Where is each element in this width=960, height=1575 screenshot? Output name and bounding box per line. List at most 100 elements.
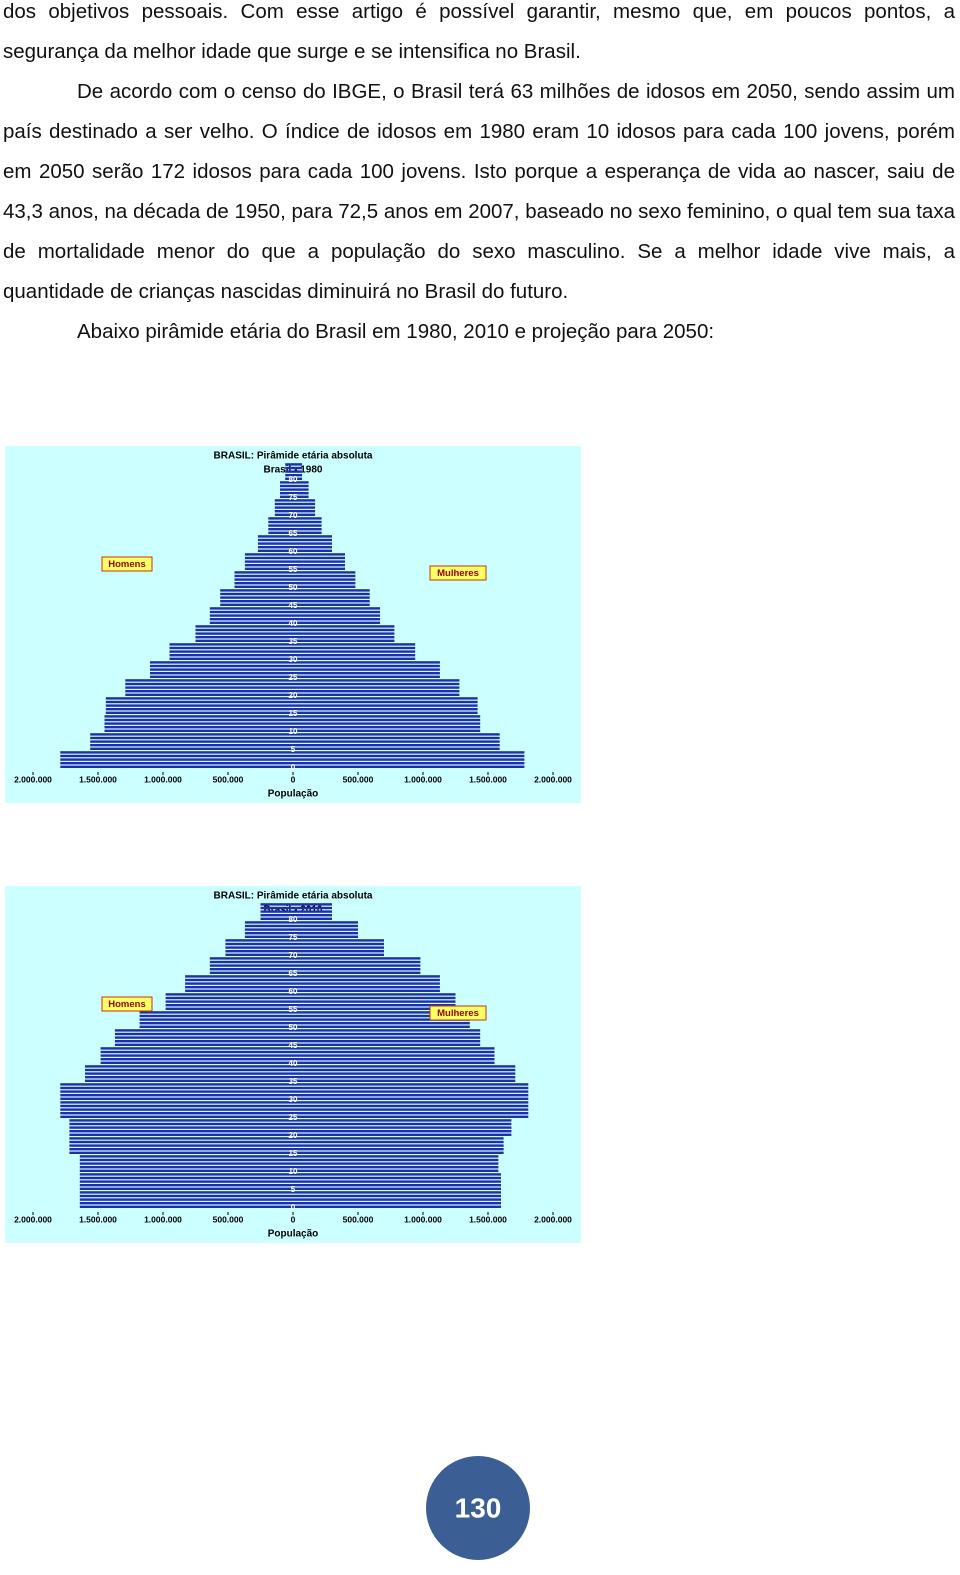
page-number: 130 <box>455 1492 502 1523</box>
bar <box>293 531 322 534</box>
bar <box>60 754 293 758</box>
bar <box>114 1043 294 1046</box>
bar <box>293 492 309 495</box>
bar <box>85 1065 293 1068</box>
bar <box>209 607 293 610</box>
bar <box>195 636 293 639</box>
bar <box>293 1137 504 1140</box>
body-text: dos objetivos pessoais. Com esse artigo … <box>3 0 955 352</box>
x-tick-label: 500.000 <box>343 774 374 784</box>
legend-label: Homens <box>108 559 145 570</box>
bar <box>90 733 293 736</box>
bar <box>293 704 478 707</box>
bar <box>293 939 384 942</box>
bar <box>169 657 293 660</box>
age-label: 50 <box>289 1023 298 1032</box>
age-label: 20 <box>289 691 298 700</box>
bar <box>260 906 293 910</box>
bar <box>293 679 460 682</box>
age-label: 0 <box>291 763 296 772</box>
bar <box>293 1101 529 1104</box>
bar <box>139 1025 293 1028</box>
age-label: 80 <box>289 475 298 484</box>
bar <box>60 1108 293 1111</box>
bar <box>293 610 381 614</box>
bar <box>285 466 293 470</box>
bar <box>60 765 293 768</box>
bar <box>293 675 440 678</box>
bar <box>185 978 293 982</box>
bar <box>169 643 293 646</box>
bar <box>268 531 293 534</box>
bar <box>293 528 322 531</box>
bar <box>293 474 303 477</box>
bar <box>244 921 293 924</box>
bar <box>293 993 456 996</box>
bar <box>293 1148 504 1151</box>
bar <box>234 585 293 588</box>
bar <box>293 1191 501 1194</box>
bar <box>293 571 356 574</box>
bar <box>209 957 293 960</box>
bar <box>195 628 293 632</box>
bar <box>225 946 293 949</box>
bar <box>293 1155 499 1158</box>
bar <box>293 513 316 516</box>
bar <box>293 1061 495 1064</box>
bar <box>234 578 293 581</box>
bar <box>293 740 500 743</box>
age-label: 60 <box>289 987 298 996</box>
bar <box>293 953 384 956</box>
bar <box>293 986 440 989</box>
bar <box>69 1119 294 1122</box>
bar <box>60 1090 293 1093</box>
legend-label: Mulheres <box>437 568 479 579</box>
bar <box>69 1130 294 1133</box>
bar <box>79 1191 293 1194</box>
bar <box>285 477 293 480</box>
bar <box>293 989 440 992</box>
bar <box>85 1068 293 1072</box>
bar <box>225 939 293 942</box>
bar <box>150 668 293 671</box>
bar <box>244 556 293 560</box>
bar <box>150 661 293 664</box>
bar <box>293 654 416 657</box>
bar <box>293 506 316 509</box>
bar <box>234 574 293 578</box>
bar <box>293 914 332 917</box>
bar <box>79 1198 293 1201</box>
bar <box>244 924 293 928</box>
bar <box>125 693 293 696</box>
bar <box>293 1054 495 1057</box>
pyramid-chart: BRASIL: Pirâmide etária absoluta Brasil -… <box>5 446 581 803</box>
bar <box>293 1158 499 1162</box>
bar <box>293 1043 481 1046</box>
bar <box>293 1205 501 1208</box>
bar <box>293 664 440 668</box>
bar <box>293 729 481 732</box>
x-axis-label: População <box>268 789 319 800</box>
bar <box>260 903 293 906</box>
bar <box>293 672 440 675</box>
age-label: 35 <box>289 1077 298 1086</box>
bar <box>69 1140 294 1144</box>
age-label: 55 <box>289 1005 298 1014</box>
bar <box>165 1004 293 1007</box>
legend-box <box>101 996 153 1012</box>
bar <box>293 711 478 714</box>
bar <box>234 582 293 585</box>
bar <box>60 1083 293 1086</box>
bar <box>293 481 309 484</box>
bar <box>220 592 293 596</box>
bar <box>104 718 293 722</box>
bar <box>293 477 303 480</box>
pyramid-chart: BRASIL: Pirâmide etária absoluta Brasil -… <box>5 886 581 1243</box>
bar <box>293 1115 529 1118</box>
x-tick-label: 1.500.000 <box>79 1214 117 1224</box>
bar <box>104 715 293 718</box>
bar <box>293 564 345 567</box>
bar <box>293 708 478 711</box>
bar <box>69 1137 294 1140</box>
